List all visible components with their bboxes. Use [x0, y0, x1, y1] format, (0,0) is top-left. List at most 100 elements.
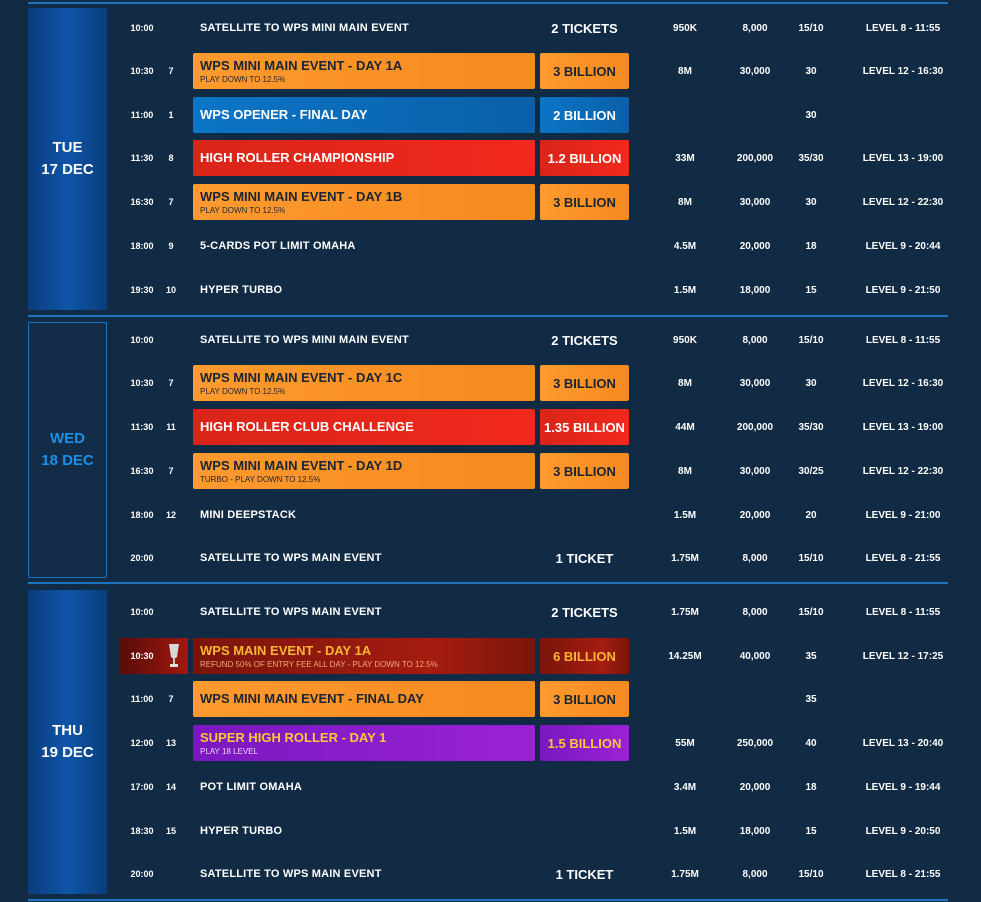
late-registration: LEVEL 8 - 11:55 [865, 606, 941, 618]
event-name: WPS MINI MAIN EVENT - DAY 1C [200, 370, 403, 385]
event-number: 12 [165, 510, 176, 520]
prize-pool: 2 TICKETS [551, 332, 618, 348]
level-duration: 15/10 [798, 22, 824, 34]
late-registration: LEVEL 13 - 19:00 [862, 421, 944, 433]
event-name: WPS MAIN EVENT - DAY 1A [200, 643, 372, 658]
guarantee: 14.25M [668, 650, 702, 662]
event-number [164, 8, 178, 48]
event-name: SATELLITE TO WPS MINI MAIN EVENT [200, 22, 409, 34]
schedule-row[interactable]: 12:00 13 SUPER HIGH ROLLER - DAY 1 PLAY 18 … [0, 723, 981, 763]
level-duration: 15/10 [798, 552, 824, 564]
schedule-row[interactable]: 10:00 SATELLITE TO WPS MINI MAIN EVENT 2 T… [0, 8, 981, 48]
level-duration: 15/10 [798, 868, 824, 880]
event-name-box: WPS MINI MAIN EVENT - DAY 1A PLAY DOWN TO… [193, 53, 535, 89]
event-number: 7 [168, 694, 174, 704]
level-duration: 35 [805, 693, 817, 705]
schedule-row[interactable]: 18:00 9 5-CARDS POT LIMIT OMAHA 4.5M 20,000 1… [0, 226, 981, 266]
starting-stack: 18,000 [739, 284, 771, 296]
event-number [164, 538, 178, 578]
guarantee: 1.5M [673, 284, 697, 296]
late-registration: LEVEL 8 - 11:55 [865, 22, 941, 34]
day-cell-thu: THU 19 DEC [28, 590, 107, 894]
late-registration: LEVEL 8 - 21:55 [865, 868, 941, 880]
schedule-row[interactable]: 10:00 SATELLITE TO WPS MINI MAIN EVENT 2 T… [0, 320, 981, 360]
event-name-box: WPS MINI MAIN EVENT - DAY 1D TURBO - PLAY… [193, 453, 535, 489]
level-duration: 30 [805, 109, 817, 121]
event-subtitle: PLAY DOWN TO 12.5% [200, 75, 286, 84]
schedule-row[interactable]: 18:30 15 HYPER TURBO 1.5M 18,000 15 LEVEL 9 - … [0, 811, 981, 851]
level-duration: 40 [805, 737, 817, 749]
section-separator [28, 2, 948, 4]
starting-stack: 8,000 [742, 868, 768, 880]
guarantee: 8M [678, 196, 692, 208]
event-number [164, 592, 178, 632]
starting-stack: 20,000 [739, 781, 771, 793]
event-name: WPS MINI MAIN EVENT - FINAL DAY [200, 691, 424, 706]
schedule-row[interactable]: 20:00 SATELLITE TO WPS MAIN EVENT 1 TICKET… [0, 538, 981, 578]
event-name: WPS MINI MAIN EVENT - DAY 1B [200, 189, 403, 204]
schedule-row[interactable]: 20:00 SATELLITE TO WPS MAIN EVENT 1 TICKET… [0, 854, 981, 894]
event-number: 11 [166, 422, 176, 432]
guarantee [650, 95, 720, 135]
prize-pool: 3 BILLION [540, 53, 629, 89]
schedule-row[interactable]: 11:00 1 WPS OPENER - FINAL DAY 2 BILLION 30 [0, 95, 981, 135]
event-subtitle: TURBO - PLAY DOWN TO 12.5% [200, 475, 321, 484]
schedule-row[interactable]: 16:30 7 WPS MINI MAIN EVENT - DAY 1D TURBO … [0, 451, 981, 491]
start-time: 12:00 [130, 738, 154, 748]
start-time: 10:30 [130, 66, 154, 76]
guarantee: 1.75M [671, 552, 699, 564]
event-name: SATELLITE TO WPS MAIN EVENT [200, 552, 382, 564]
late-registration: LEVEL 12 - 16:30 [862, 377, 944, 389]
schedule-row[interactable]: 16:30 7 WPS MINI MAIN EVENT - DAY 1B PLAY D… [0, 182, 981, 222]
level-duration: 18 [805, 240, 817, 252]
prize-pool: 2 TICKETS [551, 604, 618, 620]
schedule-row[interactable]: 10:30 7 WPS MINI MAIN EVENT - DAY 1A PLAY D… [0, 51, 981, 91]
schedule-row[interactable]: 10:30 WPS MAIN EVENT - DAY 1A REFUND 50% O… [0, 636, 981, 676]
level-duration: 15/10 [798, 606, 824, 618]
event-name: SATELLITE TO WPS MAIN EVENT [200, 868, 382, 880]
starting-stack [720, 95, 790, 135]
level-duration: 15 [805, 825, 817, 837]
late-registration: LEVEL 9 - 21:50 [865, 284, 941, 296]
event-name-box: HIGH ROLLER CHAMPIONSHIP [193, 140, 535, 176]
prize-pool [540, 767, 629, 807]
prize-pool [540, 495, 629, 535]
day-date: 19 DEC [41, 744, 94, 761]
start-time: 18:00 [130, 241, 154, 251]
level-duration: 18 [805, 781, 817, 793]
day-name: THU [52, 722, 83, 739]
event-number: 14 [165, 782, 176, 792]
event-number: 8 [168, 153, 174, 163]
section-separator [28, 582, 948, 584]
late-registration [855, 679, 951, 719]
guarantee: 33M [675, 152, 695, 164]
event-subtitle: PLAY DOWN TO 12.5% [200, 387, 286, 396]
guarantee: 44M [675, 421, 695, 433]
guarantee: 950K [673, 334, 697, 346]
schedule-row[interactable]: 17:00 14 POT LIMIT OMAHA 3.4M 20,000 18 LEVEL … [0, 767, 981, 807]
event-name: MINI DEEPSTACK [200, 509, 297, 521]
late-registration: LEVEL 13 - 19:00 [862, 152, 944, 164]
schedule-row[interactable]: 19:30 10 HYPER TURBO 1.5M 18,000 15 LEVEL 9 - … [0, 270, 981, 310]
event-number: 15 [165, 826, 176, 836]
schedule-row[interactable]: 18:00 12 MINI DEEPSTACK 1.5M 20,000 20 LEVEL 9… [0, 495, 981, 535]
start-time: 11:30 [130, 153, 154, 163]
schedule-row[interactable]: 11:30 11 HIGH ROLLER CLUB CHALLENGE 1.35 BI… [0, 407, 981, 447]
schedule-row[interactable]: 10:30 7 WPS MINI MAIN EVENT - DAY 1C PLAY D… [0, 363, 981, 403]
event-name: WPS MINI MAIN EVENT - DAY 1D [200, 458, 403, 473]
guarantee: 8M [678, 377, 692, 389]
event-name-box: WPS OPENER - FINAL DAY [193, 97, 535, 133]
start-time: 11:00 [130, 110, 154, 120]
schedule-row[interactable]: 10:00 SATELLITE TO WPS MAIN EVENT 2 TICKET… [0, 592, 981, 632]
start-time: 10:30 [130, 378, 154, 388]
event-name: SATELLITE TO WPS MAIN EVENT [200, 606, 382, 618]
start-time: 16:30 [130, 197, 154, 207]
level-duration: 15 [805, 284, 817, 296]
schedule-row[interactable]: 11:00 7 WPS MINI MAIN EVENT - FINAL DAY 3 B… [0, 679, 981, 719]
start-time: 17:00 [130, 782, 154, 792]
prize-pool [540, 811, 629, 851]
starting-stack: 30,000 [739, 465, 771, 477]
guarantee: 1.75M [671, 868, 699, 880]
guarantee: 8M [678, 465, 692, 477]
schedule-row[interactable]: 11:30 8 HIGH ROLLER CHAMPIONSHIP 1.2 BILLIO… [0, 138, 981, 178]
